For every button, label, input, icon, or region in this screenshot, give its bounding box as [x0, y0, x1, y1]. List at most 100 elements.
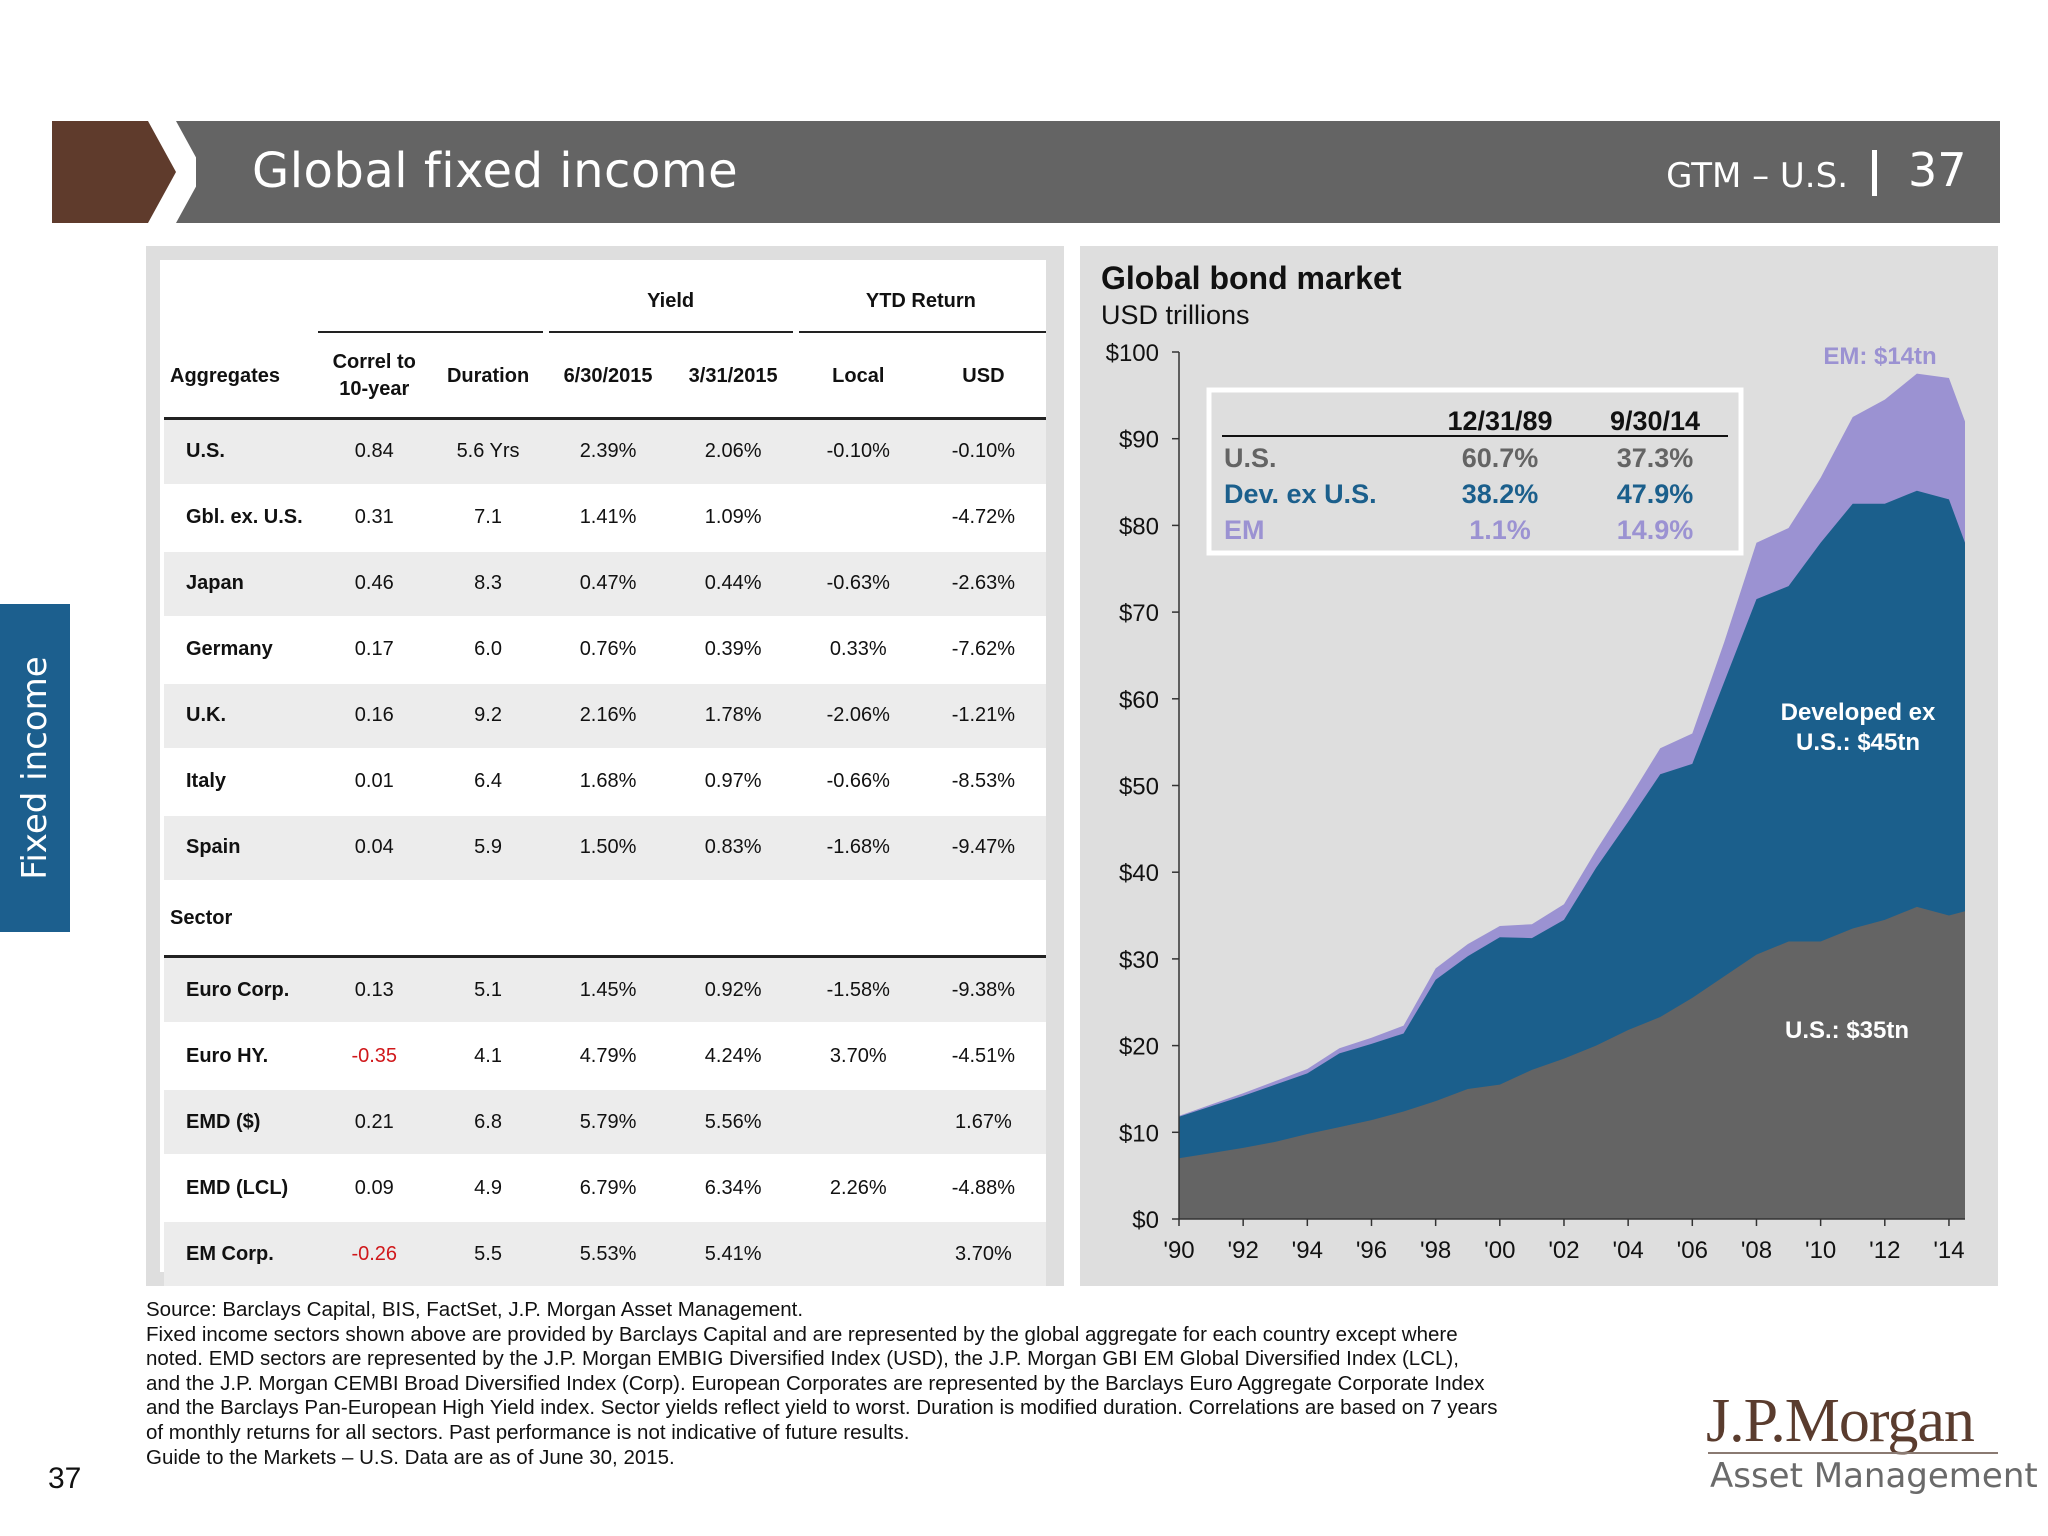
- footer-note-line: of monthly returns for all sectors. Past…: [146, 1420, 910, 1444]
- cell-name: Gbl. ex. U.S.: [164, 484, 318, 552]
- annotation-em: EM: $14tn: [1823, 343, 1936, 370]
- cell-usd: -4.51%: [920, 1023, 1046, 1090]
- jpmorgan-logo-subtitle: Asset Management: [1710, 1456, 2038, 1496]
- x-tick-label: '00: [1484, 1237, 1515, 1264]
- cell-y_jun15: 0.47%: [545, 550, 671, 618]
- cell-local: 0.33%: [795, 616, 921, 684]
- y-tick-label: $80: [1119, 513, 1159, 540]
- cell-name: Euro Corp.: [164, 956, 318, 1024]
- cell-name: Japan: [164, 550, 318, 618]
- cell-y_mar15: 0.97%: [670, 748, 796, 816]
- footer-note-line: Source: Barclays Capital, BIS, FactSet, …: [146, 1298, 804, 1321]
- cell-y_mar15: 1.09%: [670, 484, 796, 552]
- y-tick-label: $90: [1119, 427, 1159, 454]
- cell-local: 2.26%: [795, 1155, 921, 1222]
- cell-local: -1.68%: [795, 814, 921, 882]
- cell-y_jun15: 2.39%: [545, 418, 671, 486]
- x-tick-label: '04: [1613, 1237, 1644, 1264]
- x-tick-label: '10: [1805, 1237, 1836, 1264]
- cell-y_mar15: 4.24%: [670, 1023, 796, 1090]
- cell-local: -0.10%: [795, 418, 921, 486]
- cell-local: [795, 1089, 921, 1156]
- cell-y_mar15: 0.83%: [670, 814, 796, 882]
- cell-y_mar15: 0.92%: [670, 956, 796, 1024]
- section-side-tab[interactable]: [0, 604, 70, 932]
- x-tick-label: '02: [1548, 1237, 1579, 1264]
- table-row: Spain 0.04 5.9 1.50% 0.83% -1.68% -9.47%: [164, 814, 1046, 882]
- cell-duration: 4.1: [430, 1023, 546, 1090]
- inset-header: 12/31/89: [1447, 406, 1552, 436]
- x-tick-label: '98: [1420, 1237, 1451, 1264]
- inset-value-2014: 47.9%: [1617, 479, 1694, 509]
- table-row: U.S. 0.84 5.6 Yrs 2.39% 2.06% -0.10% -0.10%: [164, 418, 1046, 486]
- cell-correl: 0.84: [317, 418, 431, 486]
- cell-duration: 5.9: [430, 814, 546, 882]
- table-row: U.K. 0.16 9.2 2.16% 1.78% -2.06% -1.21%: [164, 682, 1046, 750]
- cell-name: EMD ($): [164, 1089, 318, 1156]
- x-tick-label: '96: [1356, 1237, 1387, 1264]
- cell-correl: 0.16: [317, 682, 431, 750]
- annotation-developed-line2: U.S.: $45tn: [1796, 729, 1920, 756]
- cell-local: [795, 484, 921, 552]
- table-row: EMD ($) 0.21 6.8 5.79% 5.56% 1.67%: [164, 1089, 1046, 1156]
- cell-local: -1.58%: [795, 956, 921, 1024]
- cell-y_jun15: 2.16%: [545, 682, 671, 750]
- x-tick-label: '08: [1741, 1237, 1772, 1264]
- cell-duration: 6.4: [430, 748, 546, 816]
- cell-duration: 9.2: [430, 682, 546, 750]
- table-row: Italy 0.01 6.4 1.68% 0.97% -0.66% -8.53%: [164, 748, 1046, 816]
- cell-duration: 5.6 Yrs: [430, 418, 546, 486]
- cell-y_jun15: 1.50%: [545, 814, 671, 882]
- sectors-body: Euro Corp. 0.13 5.1 1.45% 0.92% -1.58% -9.38% E…: [164, 956, 1046, 1288]
- cell-local: [795, 1221, 921, 1288]
- cell-name: EMD (LCL): [164, 1155, 318, 1222]
- sector-label: Sector: [170, 906, 233, 929]
- y-tick-label: $10: [1119, 1120, 1159, 1147]
- y-tick-label: $0: [1132, 1207, 1159, 1234]
- cell-duration: 5.1: [430, 956, 546, 1024]
- cell-usd: -9.38%: [920, 956, 1046, 1024]
- header-separator: [1872, 150, 1877, 196]
- cell-y_mar15: 5.41%: [670, 1221, 796, 1288]
- cell-correl: 0.31: [317, 484, 431, 552]
- cell-y_jun15: 0.76%: [545, 616, 671, 684]
- cell-y_jun15: 1.68%: [545, 748, 671, 816]
- header-page-number: 37: [1908, 143, 1967, 197]
- y-tick-label: $30: [1119, 947, 1159, 974]
- cell-duration: 4.9: [430, 1155, 546, 1222]
- col-header-usd: USD: [962, 364, 1005, 387]
- cell-y_mar15: 0.44%: [670, 550, 796, 618]
- cell-usd: 3.70%: [920, 1221, 1046, 1288]
- annotation-us: U.S.: $35tn: [1785, 1017, 1909, 1044]
- inset-row-label: EM: [1224, 515, 1265, 545]
- yield-group-header: Yield: [647, 290, 695, 312]
- cell-y_jun15: 1.41%: [545, 484, 671, 552]
- col-header-yield-jun15: 6/30/2015: [563, 364, 653, 387]
- cell-correl: 0.46: [317, 550, 431, 618]
- cell-correl: 0.09: [317, 1155, 431, 1222]
- inset-value-1989: 60.7%: [1462, 443, 1539, 473]
- y-tick-label: $40: [1119, 860, 1159, 887]
- col-header-local: Local: [832, 364, 885, 387]
- cell-local: 3.70%: [795, 1023, 921, 1090]
- cell-y_jun15: 6.79%: [545, 1155, 671, 1222]
- cell-y_mar15: 6.34%: [670, 1155, 796, 1222]
- cell-y_jun15: 5.53%: [545, 1221, 671, 1288]
- inset-table-box: [1206, 387, 1744, 556]
- footer-note-line: and the J.P. Morgan CEMBI Broad Diversif…: [146, 1371, 1485, 1395]
- inset-value-2014: 14.9%: [1617, 515, 1694, 545]
- cell-usd: -7.62%: [920, 616, 1046, 684]
- header-bar: [196, 121, 2000, 223]
- cell-usd: -9.47%: [920, 814, 1046, 882]
- inset-value-2014: 37.3%: [1617, 443, 1694, 473]
- cell-duration: 6.8: [430, 1089, 546, 1156]
- aggregates-body: U.S. 0.84 5.6 Yrs 2.39% 2.06% -0.10% -0.10% Gbl…: [164, 418, 1046, 882]
- jpmorgan-logo-rule: [1708, 1452, 1998, 1454]
- table-row: Japan 0.46 8.3 0.47% 0.44% -0.63% -2.63%: [164, 550, 1046, 618]
- cell-usd: -1.21%: [920, 682, 1046, 750]
- cell-usd: -2.63%: [920, 550, 1046, 618]
- fixed-income-table: Yield YTD Return Aggregates Correl to 10…: [164, 262, 1046, 1288]
- cell-local: -0.63%: [795, 550, 921, 618]
- ytd-return-group-header: YTD Return: [865, 290, 976, 312]
- cell-correl: 0.01: [317, 748, 431, 816]
